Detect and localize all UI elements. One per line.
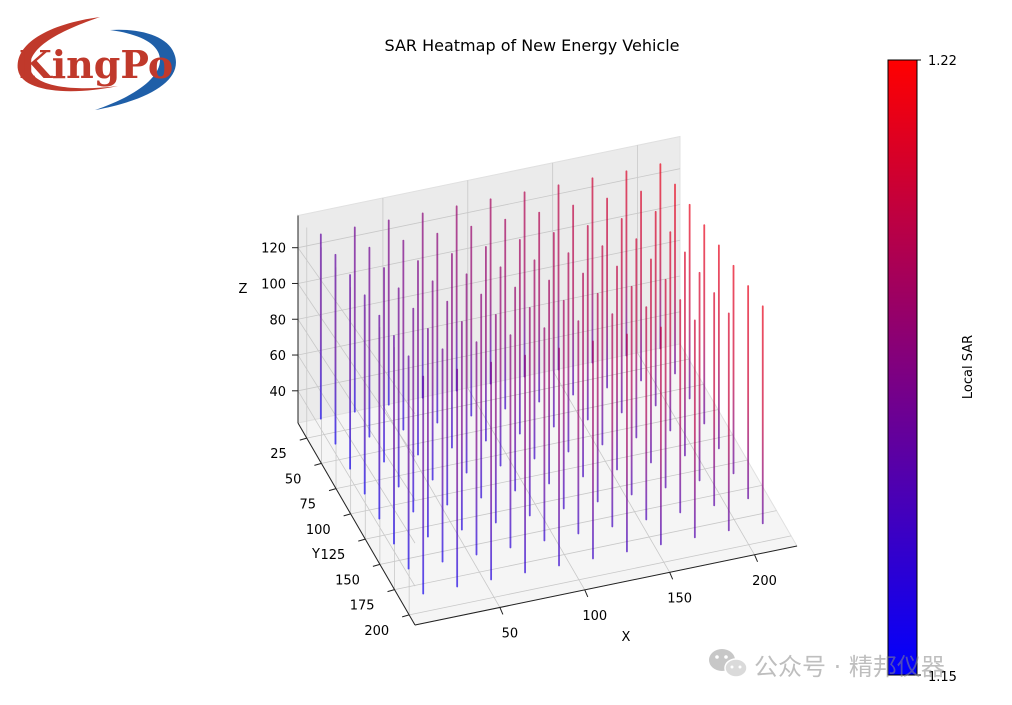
grid-x-floor [382, 405, 501, 608]
colorbar-max-label: 1.22 [928, 54, 957, 69]
x-tick-label: 100 [582, 609, 607, 624]
y-tick-label: 175 [350, 599, 375, 614]
grid-z-back [297, 204, 681, 284]
grid-x-floor [637, 352, 755, 555]
wechat-icon [709, 649, 748, 678]
x-axis-line [414, 545, 798, 626]
y-tick-mark [299, 437, 307, 441]
y-tick-label: 200 [364, 624, 389, 639]
watermark-text: 公众号 · 精邦仪器 [754, 653, 945, 681]
x-tick-mark [669, 572, 674, 580]
grid-z-left [297, 354, 416, 544]
watermark: 公众号 · 精邦仪器 [709, 649, 945, 681]
y-tick-mark [328, 488, 337, 492]
grid-y-floor [350, 434, 733, 515]
data-lines [319, 163, 764, 595]
colorbar-min-label: 1.15 [928, 670, 957, 685]
y-tick-mark [314, 462, 322, 466]
y-tick-mark [387, 589, 395, 593]
grid-x-floor [552, 370, 671, 573]
x-tick-label: 150 [667, 591, 692, 606]
colorbar [887, 59, 918, 676]
x-axis-label: X [622, 630, 631, 645]
z-tick-label: 60 [269, 349, 286, 364]
y-tick-label: 25 [270, 447, 287, 462]
y-tick-label: 75 [299, 498, 316, 513]
grid-z-back [297, 168, 681, 249]
grid-y-floor [365, 459, 748, 540]
z-tick-label: 100 [261, 277, 286, 292]
z-tick-label: 120 [261, 242, 286, 257]
tick-labels: 50 100 150 200 25 50 75 100 125 150 175 200 40 60 80 10… [261, 242, 777, 642]
z-axis-label: Z [239, 282, 248, 297]
y-tick-label: 50 [285, 472, 302, 487]
y-tick-mark [402, 614, 410, 618]
grid-y-floor [321, 384, 704, 464]
z-tick-label: 80 [269, 313, 286, 328]
grid-z-back [297, 239, 681, 320]
x-tick-mark [584, 589, 589, 598]
grid-y-floor [394, 510, 777, 591]
chart-title: SAR Heatmap of New Energy Vehicle [385, 36, 680, 55]
x-tick-mark [499, 607, 504, 615]
kingpo-logo: KingPo [17, 17, 176, 110]
y-axis-line [297, 422, 416, 626]
y-tick-label: 100 [306, 523, 331, 538]
grid-z-left [297, 390, 416, 587]
grid-y-floor [379, 485, 762, 565]
grid-y-floor [306, 358, 689, 439]
y-axis-label: Y [311, 547, 320, 562]
x-tick-label: 200 [752, 574, 777, 589]
x-tick-mark [754, 554, 759, 562]
y-tick-label: 125 [320, 548, 345, 563]
grid-y-floor [409, 535, 792, 616]
z-tick-label: 40 [269, 385, 286, 400]
plot-3d-area: 50 100 150 200 25 50 75 100 125 150 175 200 40 60 80 10… [261, 135, 798, 642]
x-tick-label: 50 [502, 626, 519, 641]
colorbar-title: Local SAR [961, 335, 976, 399]
y-tick-mark [343, 513, 351, 517]
logo-wordmark: KingPo [19, 42, 174, 87]
grid-z-left [297, 247, 416, 415]
y-tick-label: 150 [335, 573, 360, 588]
grid-y-floor [335, 409, 719, 490]
grid-x-floor [467, 387, 586, 591]
y-tick-mark [358, 538, 366, 542]
y-tick-mark [372, 563, 381, 567]
grid-z-left [297, 319, 416, 501]
